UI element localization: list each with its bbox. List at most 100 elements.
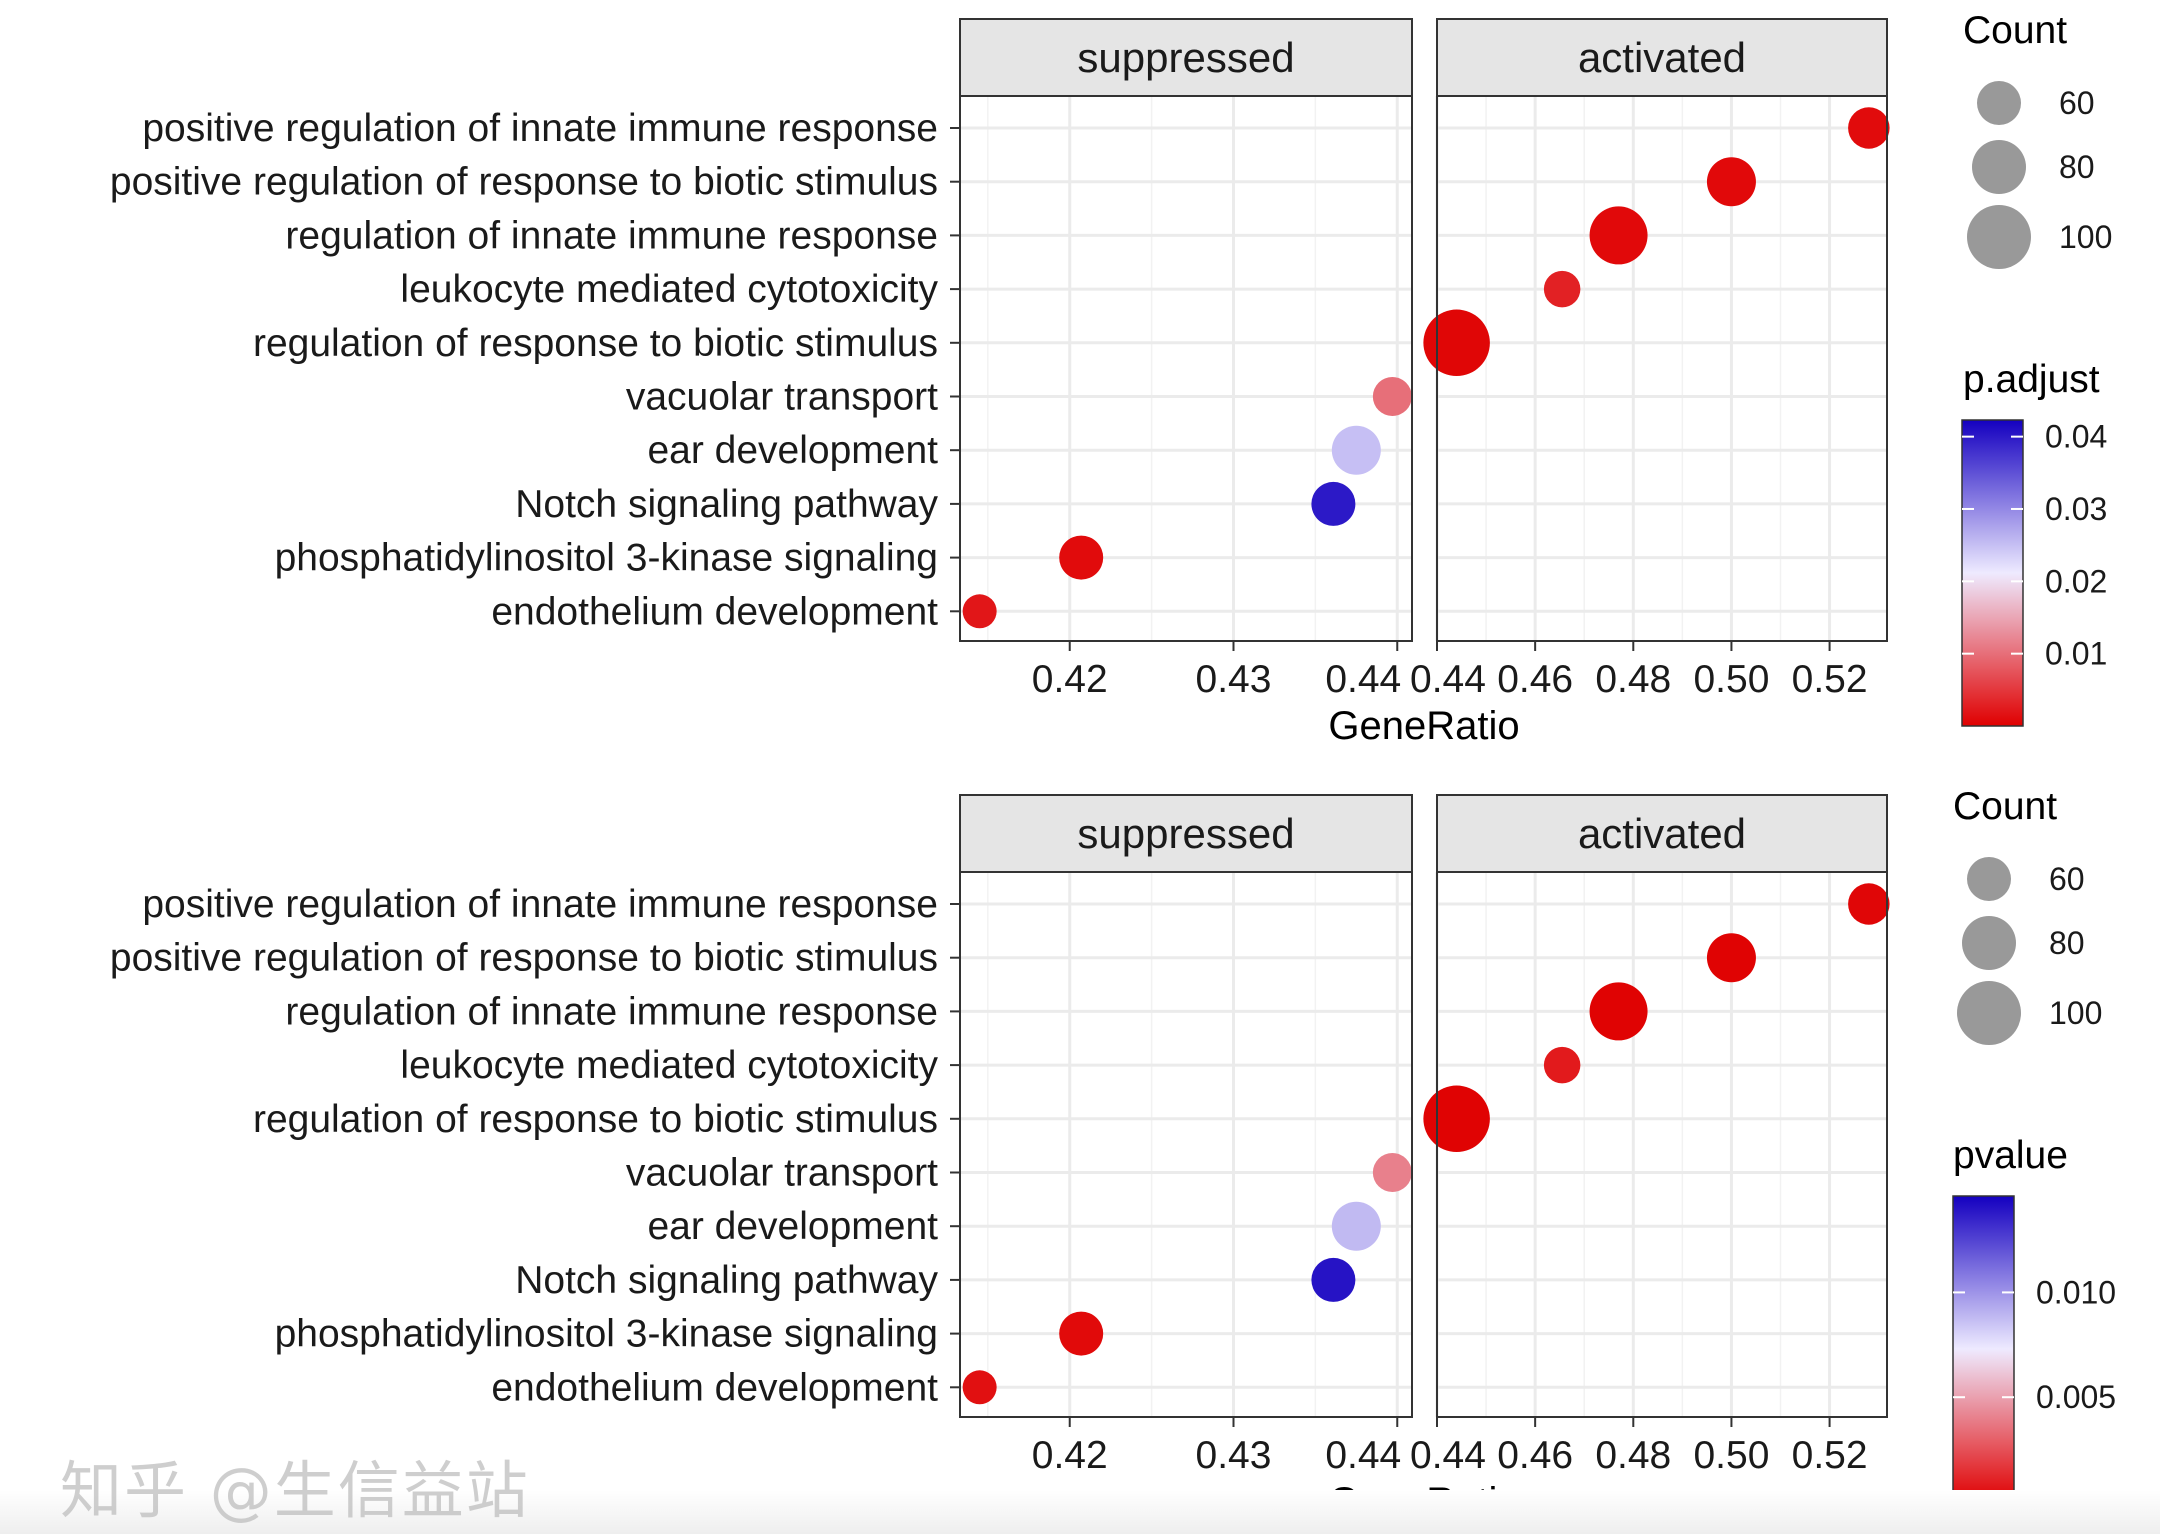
y-tick-label: endothelium development (491, 590, 938, 633)
panel-background (1437, 872, 1887, 1417)
size-legend-key (1957, 981, 2021, 1045)
size-legend-title: Count (1963, 9, 2067, 52)
data-point (1848, 883, 1890, 925)
y-tick-label: leukocyte mediated cytotoxicity (400, 1044, 938, 1087)
facet-suppressed: suppressed 0.42 0.43 0.44 (959, 18, 1413, 701)
panel-background (1437, 96, 1887, 641)
x-tick-label: 0.48 (1595, 658, 1671, 701)
y-tick-label: phosphatidylinositol 3-kinase signaling (275, 537, 938, 580)
y-tick-label: ear development (647, 1205, 938, 1248)
data-point (1589, 206, 1648, 265)
y-tick-label: Notch signaling pathway (515, 1259, 938, 1302)
size-legend-label: 80 (2049, 925, 2085, 961)
data-point (1372, 377, 1412, 416)
data-point (1311, 481, 1356, 526)
y-tick-label: leukocyte mediated cytotoxicity (400, 268, 938, 311)
x-tick-label: 0.52 (1792, 658, 1868, 701)
colorbar-label: 0.010 (2036, 1274, 2116, 1310)
x-tick-label: 0.44 (1410, 1434, 1486, 1477)
data-point (1423, 1085, 1490, 1153)
size-legend-key (1972, 140, 2026, 194)
facet-label: activated (1578, 34, 1746, 81)
y-tick-label: positive regulation of innate immune res… (142, 883, 938, 926)
colorbar-label: 0.02 (2045, 563, 2107, 599)
data-point (1372, 1153, 1412, 1192)
size-legend-key (1967, 205, 2031, 269)
colorbar-label: 0.04 (2045, 419, 2107, 455)
bottom-fade (0, 1490, 2160, 1534)
y-tick-label: regulation of innate immune response (285, 214, 938, 257)
size-legend-key (1977, 81, 2021, 125)
data-point (1543, 1046, 1581, 1084)
colorbar (1961, 419, 2024, 727)
data-point (1589, 982, 1648, 1041)
y-tick-label: Notch signaling pathway (515, 483, 938, 526)
panel-background (960, 96, 1412, 641)
data-point (1706, 157, 1756, 207)
x-tick-label: 0.42 (1032, 1434, 1108, 1477)
y-tick-label: regulation of innate immune response (285, 990, 938, 1033)
y-tick-label: endothelium development (491, 1366, 938, 1409)
size-legend-label: 60 (2049, 861, 2085, 897)
size-legend-title: Count (1953, 785, 2057, 828)
facet-label: suppressed (1077, 810, 1294, 857)
y-tick-label: regulation of response to biotic stimulu… (253, 322, 938, 365)
y-tick-label: positive regulation of innate immune res… (142, 107, 938, 150)
x-tick-label: 0.43 (1196, 658, 1272, 701)
size-legend-key (1967, 857, 2011, 901)
x-axis-title: GeneRatio (1328, 704, 1519, 748)
x-tick-label: 0.50 (1693, 1434, 1769, 1477)
x-tick-label: 0.44 (1325, 658, 1401, 701)
y-tick-label: regulation of response to biotic stimulu… (253, 1098, 938, 1141)
data-point (1331, 1201, 1381, 1251)
data-point (1059, 535, 1104, 580)
facet-suppressed: suppressed 0.42 0.43 0.44 (959, 794, 1413, 1477)
size-legend-key (1962, 916, 2016, 970)
data-point (1848, 107, 1890, 149)
size-legend-label: 100 (2059, 219, 2112, 255)
y-tick-label: phosphatidylinositol 3-kinase signaling (275, 1313, 938, 1356)
data-point (1311, 1257, 1356, 1302)
size-legend-label: 60 (2059, 85, 2095, 121)
colorbar (1952, 1195, 2015, 1503)
x-tick-label: 0.42 (1032, 658, 1108, 701)
data-point (962, 1370, 997, 1405)
facet-strip (1436, 794, 1888, 873)
size-legend-label: 80 (2059, 149, 2095, 185)
data-point (1059, 1311, 1104, 1356)
x-tick-label: 0.46 (1497, 1434, 1573, 1477)
x-tick-label: 0.48 (1595, 1434, 1671, 1477)
facet-activated: activated 0.44 0.46 0.48 0.50 0.52 (1410, 18, 1890, 701)
facet-activated: activated 0.44 0.46 0.48 0.50 0.52 (1410, 794, 1890, 1477)
chart-2: positive regulation of innate immune res… (110, 785, 2116, 1524)
x-tick-label: 0.44 (1410, 658, 1486, 701)
x-tick-label: 0.50 (1693, 658, 1769, 701)
y-tick-label: positive regulation of response to bioti… (110, 937, 938, 980)
colorbar-label: 0.01 (2045, 636, 2107, 672)
data-point (1331, 425, 1381, 475)
size-legend-label: 100 (2049, 995, 2102, 1031)
panel-background (960, 872, 1412, 1417)
facet-strip (1436, 18, 1888, 97)
facet-strip (959, 18, 1413, 97)
x-tick-label: 0.46 (1497, 658, 1573, 701)
y-tick-label: ear development (647, 429, 938, 472)
x-tick-label: 0.52 (1792, 1434, 1868, 1477)
data-point (1543, 270, 1581, 308)
y-tick-label: vacuolar transport (626, 1152, 938, 1195)
x-tick-label: 0.43 (1196, 1434, 1272, 1477)
facet-label: suppressed (1077, 34, 1294, 81)
facet-label: activated (1578, 810, 1746, 857)
chart-1: positive regulation of innate immune res… (110, 9, 2113, 748)
color-legend-title: p.adjust (1963, 358, 2100, 401)
data-point (1706, 933, 1756, 983)
facet-strip (959, 794, 1413, 873)
data-point (962, 594, 997, 629)
color-legend-title: pvalue (1953, 1134, 2068, 1177)
colorbar-label: 0.03 (2045, 491, 2107, 527)
y-tick-label: positive regulation of response to bioti… (110, 161, 938, 204)
colorbar-label: 0.005 (2036, 1379, 2116, 1415)
watermark: 知乎 @生信益站 (60, 1454, 530, 1527)
data-point (1423, 309, 1490, 377)
